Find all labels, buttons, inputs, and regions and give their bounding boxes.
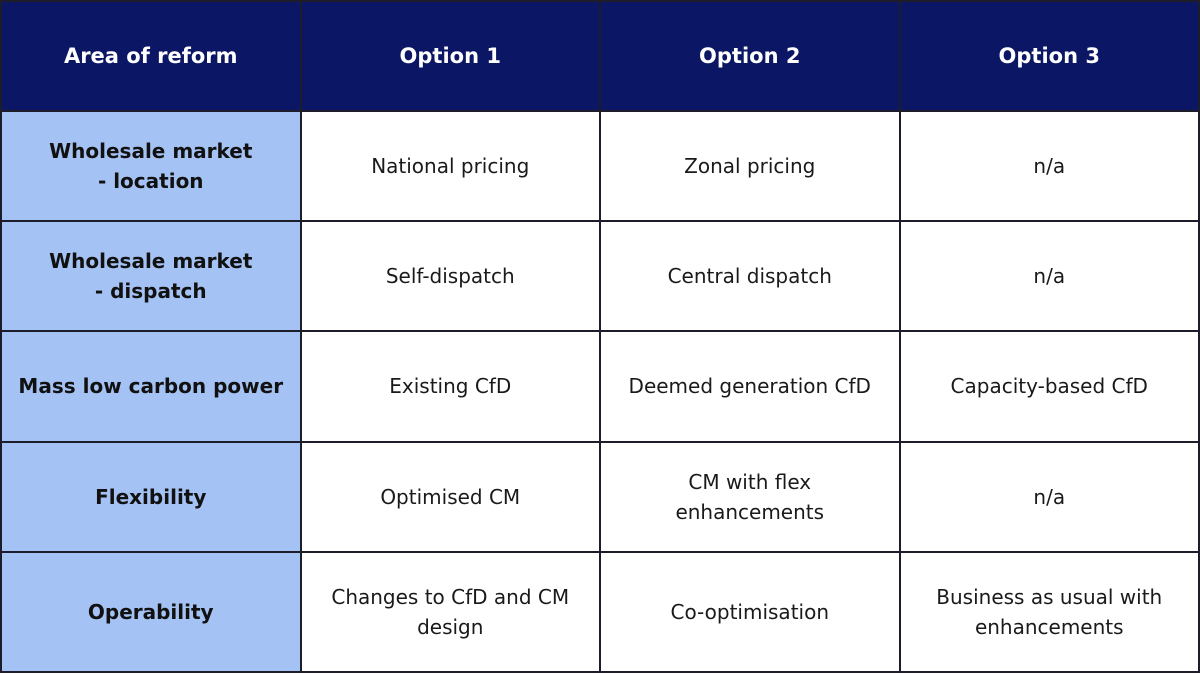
option-1-cell: Self-dispatch: [299, 220, 601, 333]
table-row: Mass low carbon power Existing CfD Deeme…: [0, 330, 1200, 443]
option-2-cell: CM with flex enhancements: [599, 440, 901, 553]
option-1-cell: Existing CfD: [299, 330, 601, 443]
option-3-cell: n/a: [898, 109, 1200, 223]
option-1-cell: Optimised CM: [299, 440, 601, 553]
area-cell: Operability: [0, 550, 302, 674]
area-cell: Flexibility: [0, 440, 302, 553]
table-row: Operability Changes to CfD and CM design…: [0, 550, 1200, 674]
option-3-cell: n/a: [898, 440, 1200, 553]
header-option-3: Option 3: [898, 0, 1200, 112]
option-2-cell: Co-optimisation: [599, 550, 901, 674]
header-option-2: Option 2: [599, 0, 901, 112]
option-3-cell: Business as usual with enhancements: [898, 550, 1200, 674]
table-row: Wholesale market - location National pri…: [0, 109, 1200, 223]
header-area: Area of reform: [0, 0, 302, 112]
option-2-cell: Central dispatch: [599, 220, 901, 333]
table-row: Wholesale market - dispatch Self-dispatc…: [0, 220, 1200, 333]
header-option-1: Option 1: [299, 0, 601, 112]
option-2-cell: Zonal pricing: [599, 109, 901, 223]
area-cell: Wholesale market - dispatch: [0, 220, 302, 333]
table-row: Flexibility Optimised CM CM with flex en…: [0, 440, 1200, 553]
header-row: Area of reform Option 1 Option 2 Option …: [0, 0, 1200, 112]
option-1-cell: National pricing: [299, 109, 601, 223]
option-3-cell: n/a: [898, 220, 1200, 333]
option-2-cell: Deemed generation CfD: [599, 330, 901, 443]
option-1-cell: Changes to CfD and CM design: [299, 550, 601, 674]
option-3-cell: Capacity-based CfD: [898, 330, 1200, 443]
area-cell: Mass low carbon power: [0, 330, 302, 443]
area-cell: Wholesale market - location: [0, 109, 302, 223]
